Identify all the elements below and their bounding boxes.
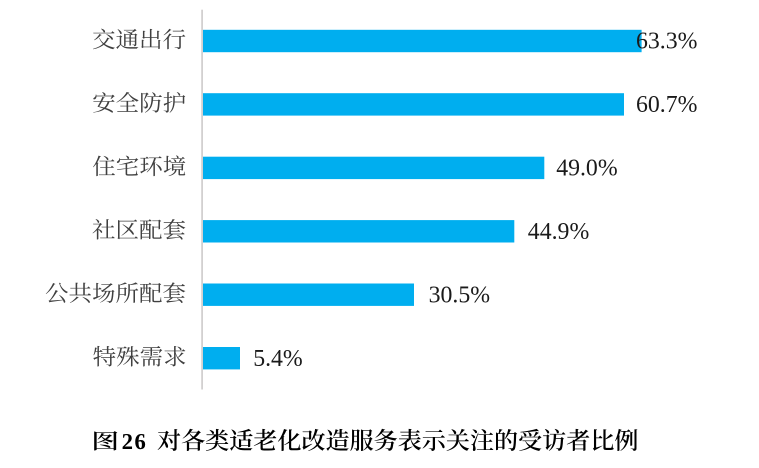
svg-text:63.3%: 63.3%	[636, 29, 698, 55]
svg-text:60.7%: 60.7%	[636, 92, 698, 118]
svg-text:30.5%: 30.5%	[429, 282, 491, 308]
svg-text:44.9%: 44.9%	[528, 219, 590, 245]
svg-text:5.4%: 5.4%	[253, 346, 303, 372]
svg-text:49.0%: 49.0%	[556, 156, 618, 182]
